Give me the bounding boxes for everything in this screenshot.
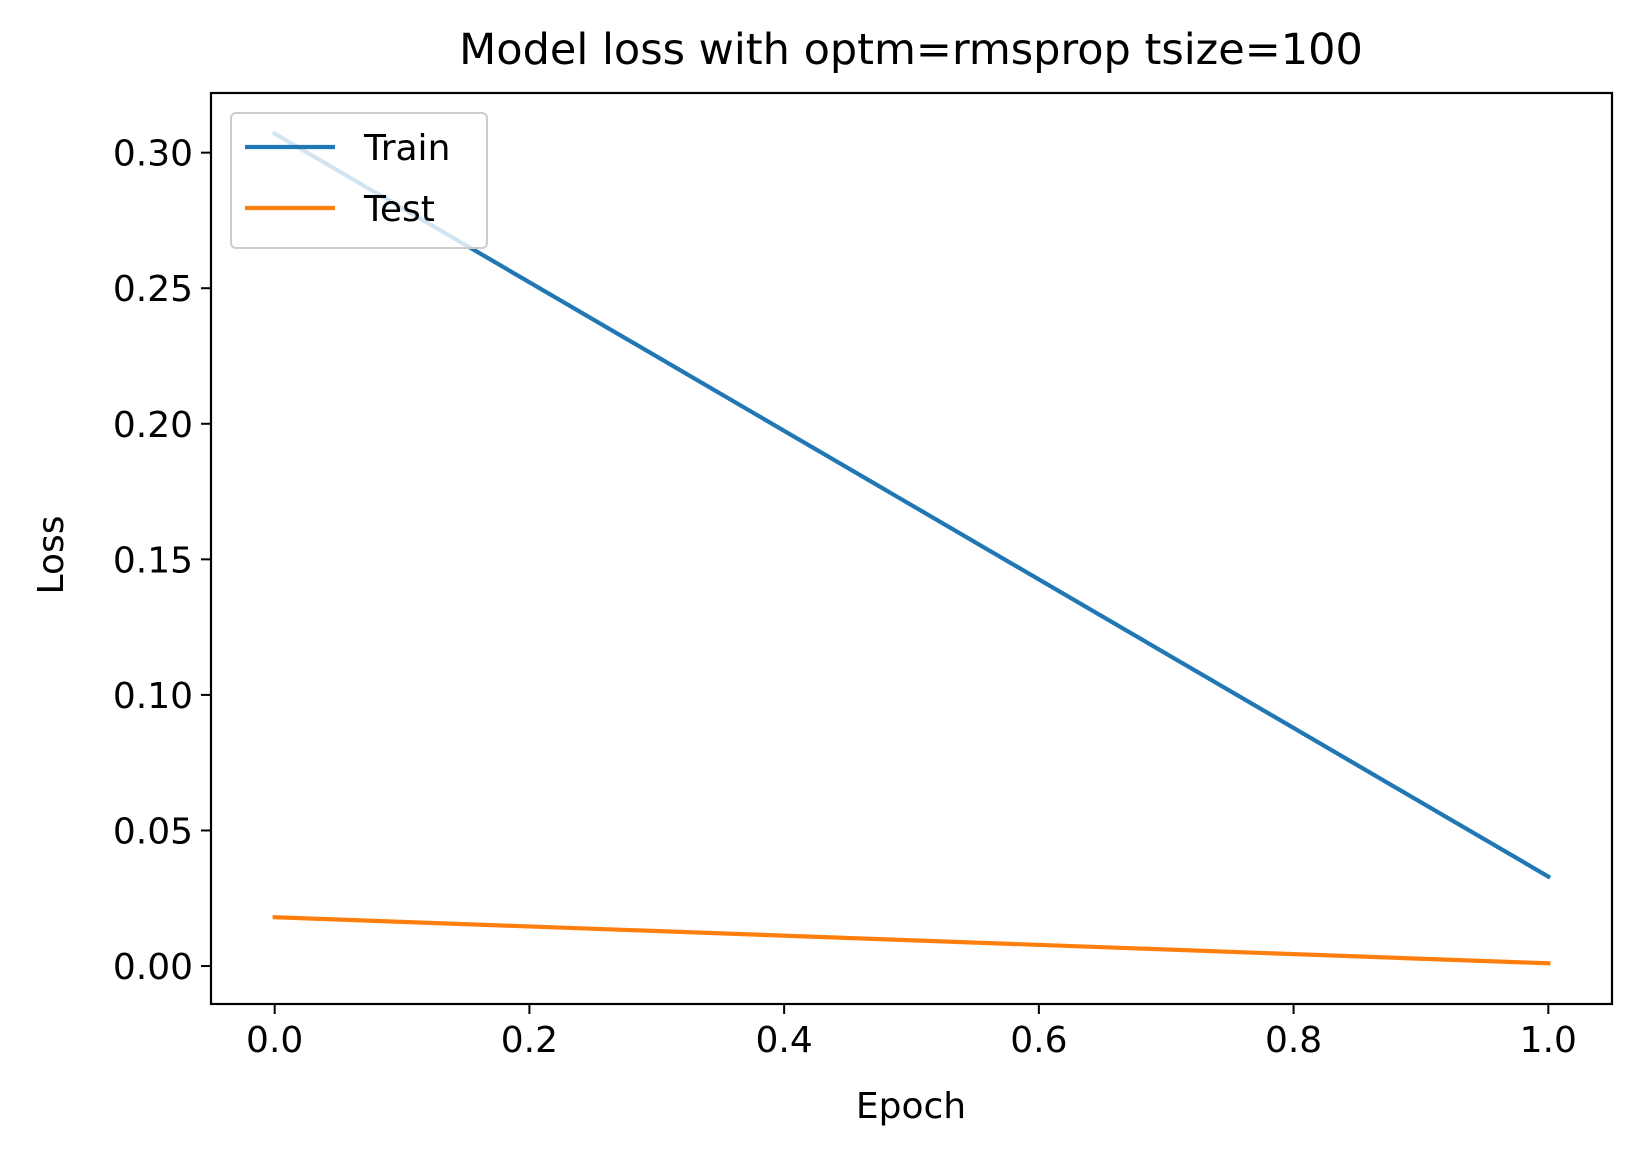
legend-label-test: Test [363,189,435,230]
legend-label-train: Train [363,128,450,169]
x-axis-label: Epoch [856,1086,966,1127]
y-tick-label: 0.25 [113,269,193,310]
y-tick-label: 0.05 [113,811,193,852]
series-line-train [271,130,1552,880]
axes-frame [209,91,1614,1006]
chart-title: Model loss with optm=rmsprop tsize=100 [459,25,1363,75]
y-tick-label: 0.30 [113,134,193,175]
y-tick-label: 0.10 [113,676,193,717]
y-tick-label: 0.20 [113,405,193,446]
plot-area: 0.0 0.2 0.4 0.6 0.8 1.0 0.00 0.05 0.10 0.15 0.20 0.… [113,91,1614,1061]
legend: Train Test [230,112,488,249]
x-tick-label: 0.2 [501,1020,558,1061]
x-tick-label: 1.0 [1520,1020,1577,1061]
x-tick-label: 0.8 [1265,1020,1322,1061]
series-line-test [272,915,1551,966]
x-tick-label: 0.6 [1010,1020,1067,1061]
y-tick-label: 0.00 [113,947,193,988]
x-tick-label: 0.0 [246,1020,303,1061]
y-tick-label: 0.15 [113,540,193,581]
x-tick-label: 0.4 [756,1020,813,1061]
y-axis-label: Loss [31,516,72,595]
